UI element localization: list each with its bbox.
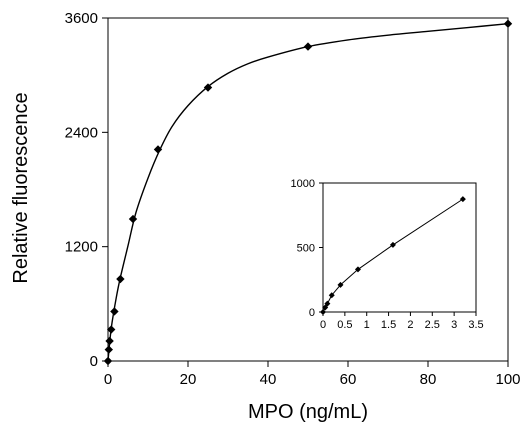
inset-fit-line: [322, 198, 464, 313]
inset-data-point: [337, 281, 344, 288]
data-point: [128, 214, 138, 224]
inset-x-tick-label: 2: [407, 319, 413, 331]
inset-y-tick-label: 1000: [291, 178, 315, 190]
x-tick-label: 100: [495, 371, 520, 388]
x-tick-label: 20: [180, 371, 197, 388]
inset-x-tick-label: 0.5: [337, 319, 352, 331]
x-tick-label: 80: [420, 371, 437, 388]
inset-plot: 0 0.5 1 1.5 2 2.5 3 3.5 0 500 1000: [291, 178, 484, 331]
inset-y-tick-label: 0: [309, 307, 315, 319]
inset-plot-frame: [322, 182, 477, 313]
inset-data-point: [328, 292, 335, 299]
plot-frame: [107, 17, 509, 362]
inset-x-tick-label: 3.5: [468, 319, 483, 331]
y-tick-label: 0: [90, 353, 98, 370]
inset-data-point: [354, 266, 361, 273]
data-point: [107, 325, 116, 334]
inset-y-tick-label: 500: [297, 243, 315, 255]
data-point: [110, 307, 119, 316]
y-tick-label: 3600: [65, 10, 98, 27]
inset-x-tick-label: 3: [451, 319, 457, 331]
inset-x-tick-label: 2.5: [425, 319, 440, 331]
fit-line: [107, 23, 509, 362]
x-tick-label: 40: [260, 371, 277, 388]
inset-data-point: [389, 241, 396, 248]
x-tick-label: 0: [104, 371, 112, 388]
data-point: [203, 83, 213, 92]
data-point: [153, 145, 163, 154]
y-tick-label: 2400: [65, 124, 98, 141]
x-tick-label: 60: [340, 371, 357, 388]
inset-data-point: [322, 304, 329, 311]
y-axis-title: Relative fluorescence: [10, 92, 32, 283]
inset-x-tick-label: 1: [364, 319, 370, 331]
data-point: [116, 274, 125, 284]
data-point: [105, 336, 114, 346]
inset-x-tick-label: 0: [320, 319, 326, 331]
inset-data-point: [324, 300, 331, 307]
data-point: [103, 356, 113, 366]
y-tick-label: 1200: [65, 239, 98, 256]
inset-data-point: [459, 196, 466, 203]
data-point: [104, 345, 113, 354]
data-point: [503, 19, 513, 28]
x-axis-title: MPO (ng/mL): [248, 401, 368, 423]
inset-data-point: [320, 309, 326, 315]
inset-x-tick-label: 1.5: [381, 319, 396, 331]
data-point: [303, 42, 313, 51]
